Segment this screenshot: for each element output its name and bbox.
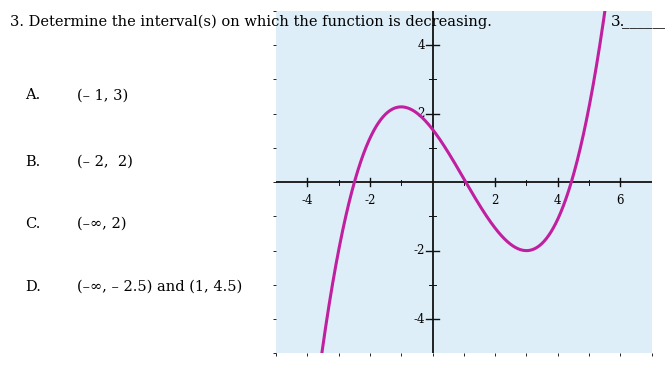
Text: -2: -2 [364, 194, 376, 207]
Text: -4: -4 [301, 194, 313, 207]
Text: (– 2,  2): (– 2, 2) [77, 155, 133, 169]
Text: (–∞, 2): (–∞, 2) [77, 217, 127, 231]
Text: 4: 4 [554, 194, 561, 207]
Text: C.: C. [25, 217, 40, 231]
Text: A.: A. [25, 88, 40, 102]
Text: ______: ______ [622, 15, 665, 29]
Text: (–∞, – 2.5) and (1, 4.5): (–∞, – 2.5) and (1, 4.5) [77, 280, 243, 294]
Text: D.: D. [25, 280, 41, 294]
Text: (– 1, 3): (– 1, 3) [77, 88, 128, 102]
Text: B.: B. [25, 155, 40, 169]
Text: 2: 2 [491, 194, 499, 207]
Text: 3.: 3. [610, 15, 625, 29]
Text: 4: 4 [417, 39, 425, 52]
Text: -4: -4 [413, 312, 425, 326]
Text: 3. Determine the interval(s) on which the function is decreasing.: 3. Determine the interval(s) on which th… [10, 15, 492, 29]
Text: -2: -2 [414, 244, 425, 257]
Text: 6: 6 [616, 194, 624, 207]
Text: 2: 2 [418, 107, 425, 120]
